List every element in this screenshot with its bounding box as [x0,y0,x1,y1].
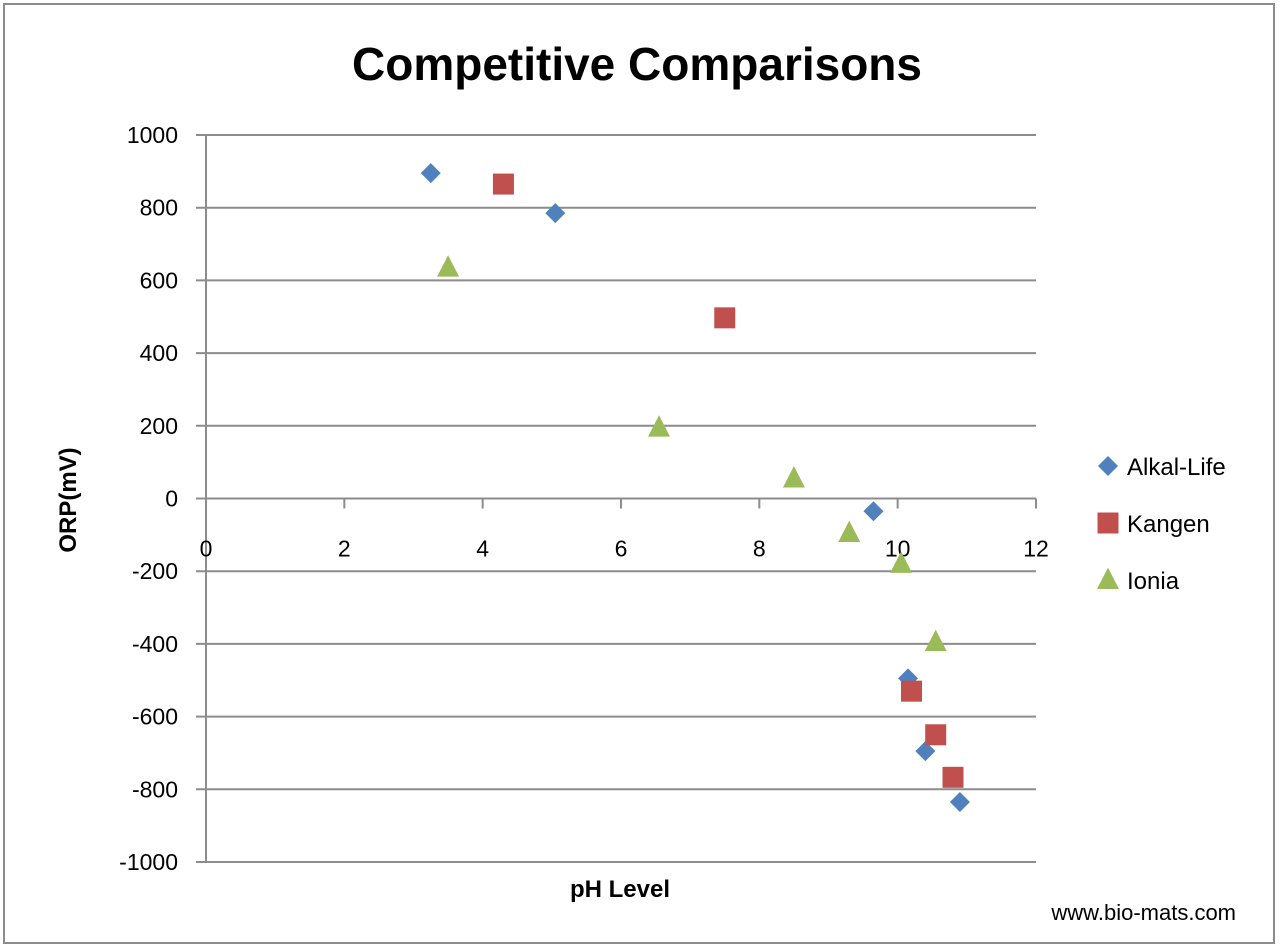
y-tick-label: -800 [132,776,178,802]
data-point-kangen [925,724,947,746]
y-tick-label: 600 [140,267,178,293]
data-point-ionia [838,520,861,543]
data-point-alkal-life [420,163,441,184]
y-tick-label: 1000 [127,122,178,148]
data-point-alkal-life [863,501,884,522]
legend-label-ionia: Ionia [1127,568,1180,595]
data-point-kangen [714,307,736,329]
data-point-kangen [492,173,514,195]
data-point-ionia [782,466,805,488]
data-point-ionia [890,551,913,573]
x-tick-label: 12 [1023,536,1049,562]
y-tick-label: 800 [140,195,178,221]
data-point-ionia [924,629,947,652]
legend-marker-ionia [1097,567,1119,589]
x-tick-label: 0 [200,536,213,562]
x-tick-label: 10 [885,536,911,562]
data-point-kangen [901,680,922,702]
data-point-ionia [437,255,460,277]
data-point-alkal-life [915,741,936,762]
legend-marker-alkal-life [1098,456,1118,476]
y-tick-label: -200 [132,558,178,584]
x-tick-label: 4 [476,536,489,562]
chart-title: Competitive Comparisons [352,38,922,90]
y-axis-label: ORP(mV) [55,447,82,552]
x-tick-label: 8 [753,536,766,562]
legend-label-kangen: Kangen [1127,511,1210,538]
axes [205,135,1037,862]
legend-label-alkal-life: Alkal-Life [1127,454,1226,481]
chart-frame [3,3,1275,944]
data-point-ionia [648,415,671,437]
data-point-kangen [942,766,964,788]
x-axis-label: pH Level [570,876,670,903]
y-tick-label: -400 [132,631,178,657]
y-tick-label: 0 [165,486,178,512]
x-tick-label: 2 [338,536,351,562]
y-tick-label: -1000 [119,849,178,875]
gridlines [196,134,1036,863]
data-points [420,163,970,813]
y-tick-label: -600 [132,704,178,730]
y-tick-label: 400 [140,340,178,366]
y-tick-label: 200 [140,413,178,439]
data-point-alkal-life [545,203,566,224]
legend-marker-kangen [1097,512,1119,534]
x-tick-label: 6 [615,536,628,562]
legend: Alkal-Life Kangen Ionia [1097,454,1226,595]
source-url: www.bio-mats.com [1050,900,1236,925]
data-point-alkal-life [949,792,970,813]
tick-labels: 1000 800 600 400 200 0 -200 -400 -600 -800 -1000 0 2… [119,122,1049,875]
